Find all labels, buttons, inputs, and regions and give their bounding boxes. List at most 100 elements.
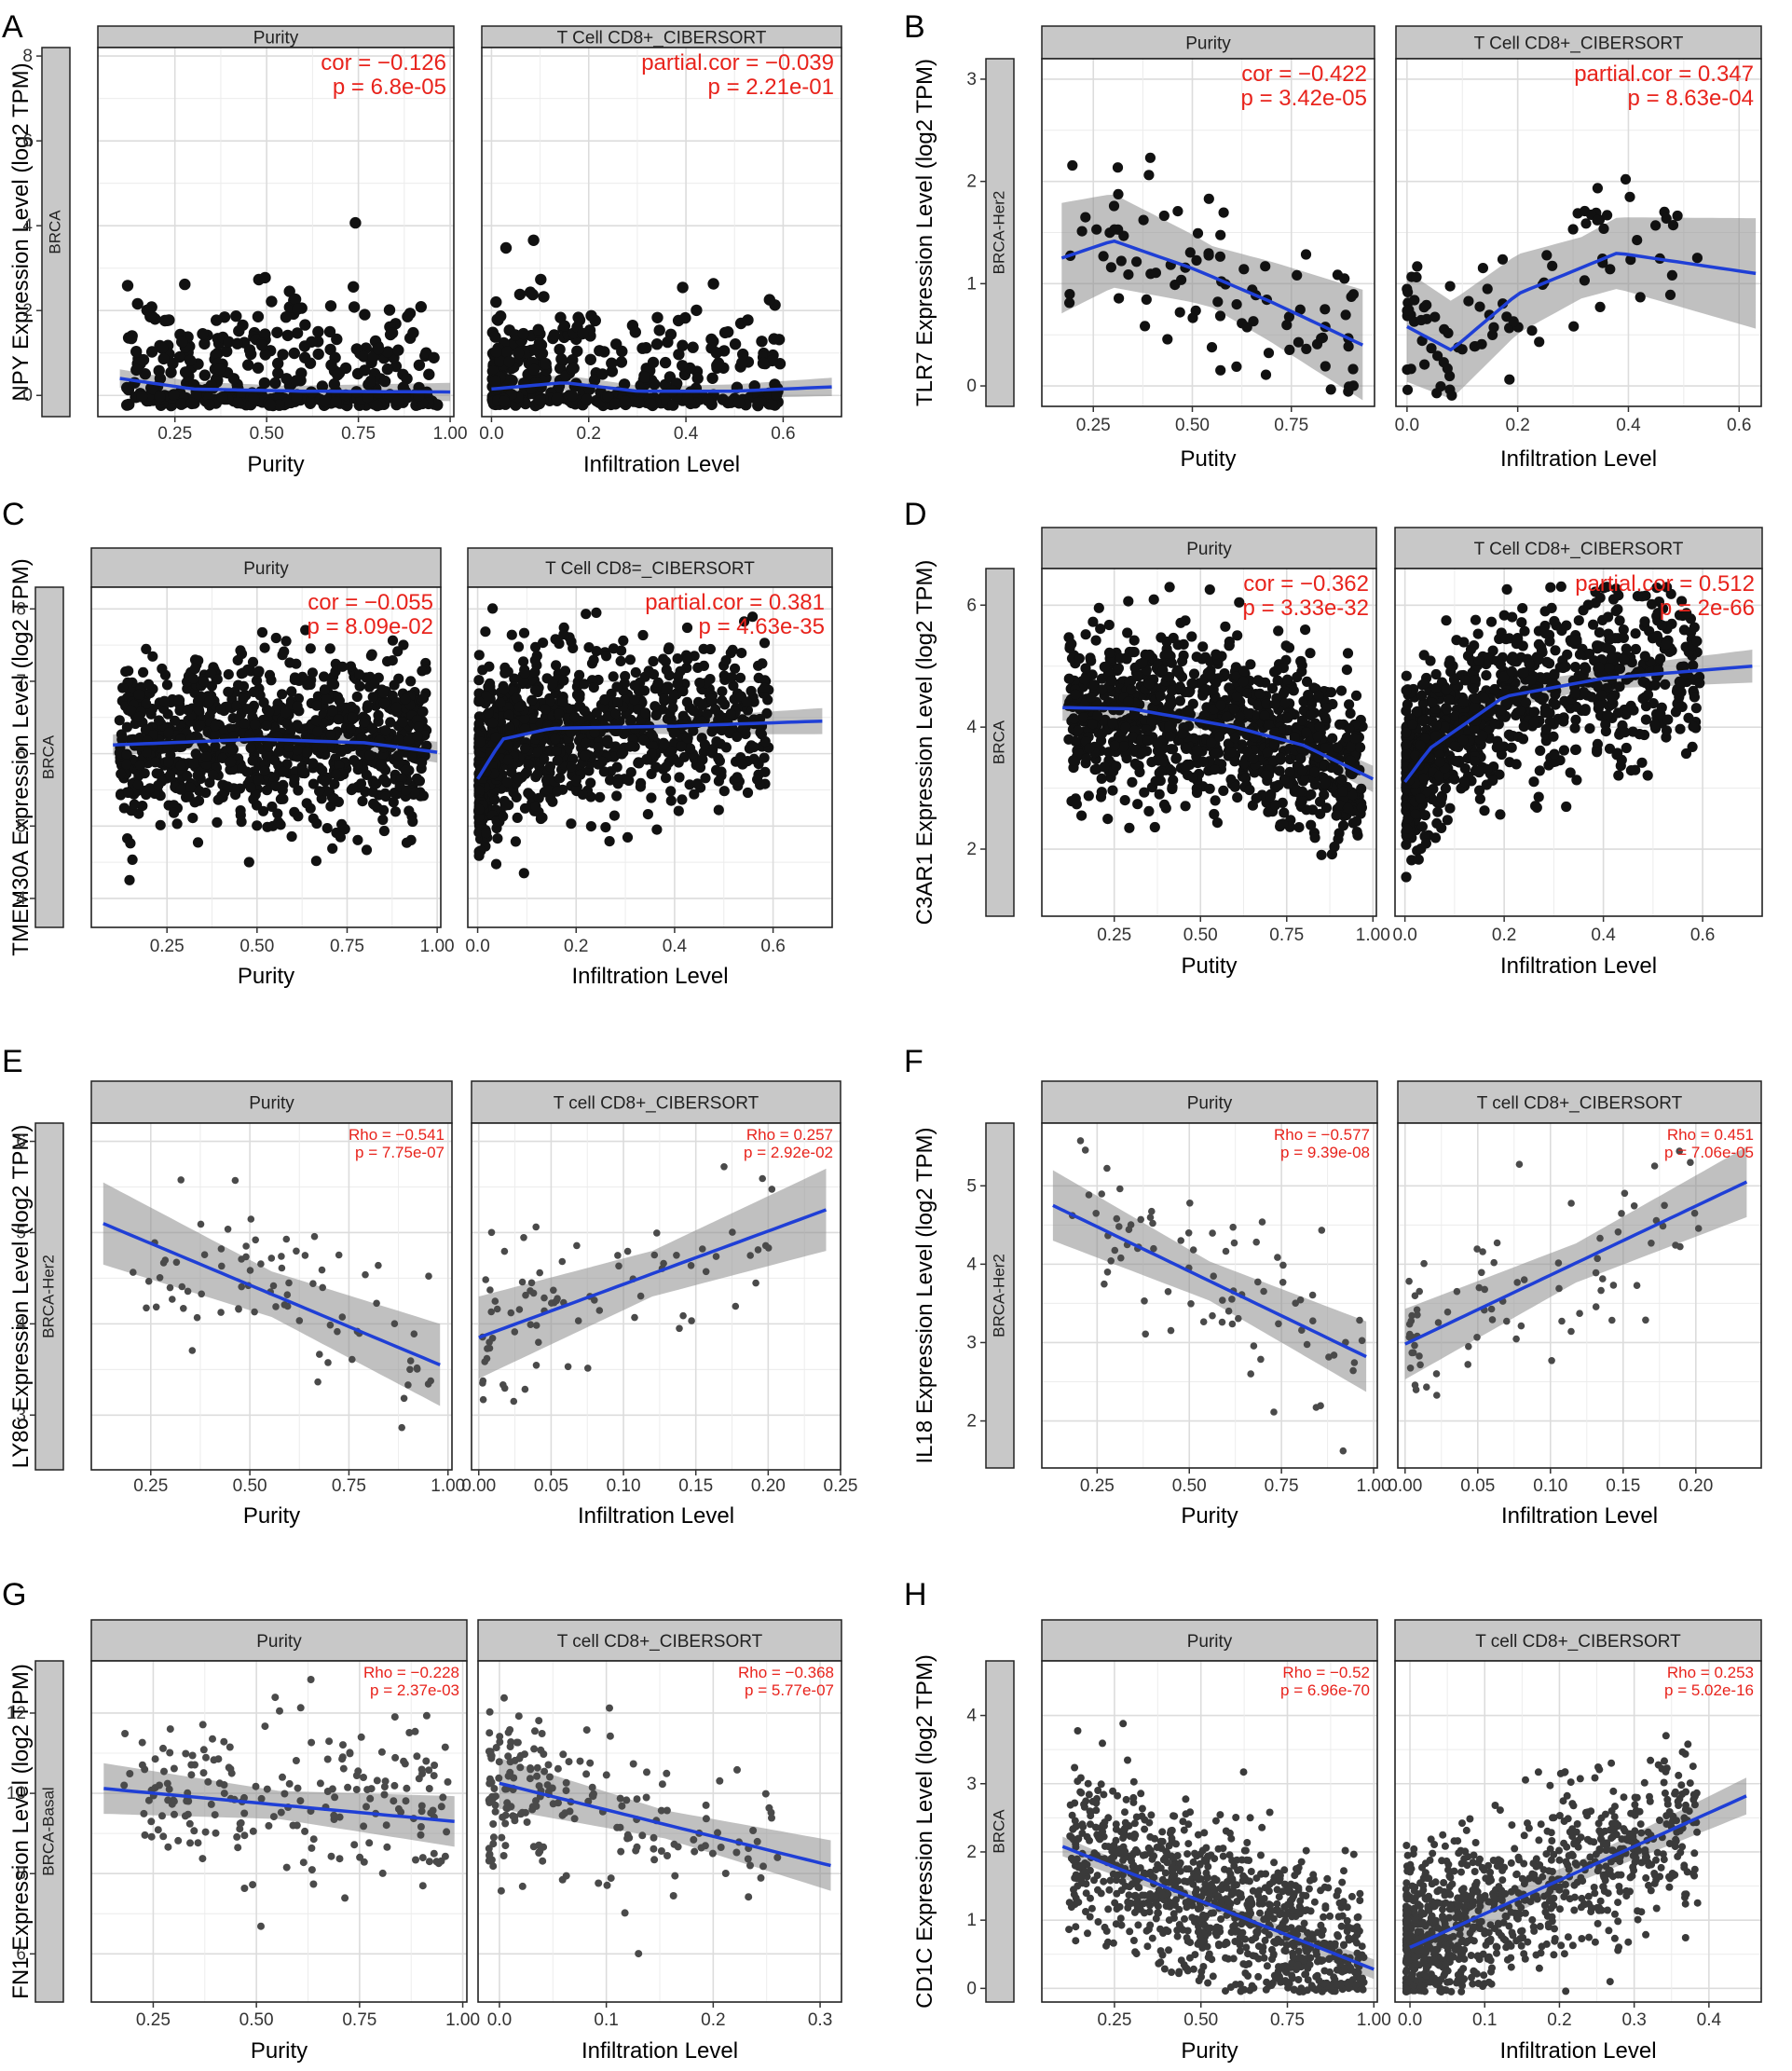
data-point <box>1288 685 1299 696</box>
data-point <box>1667 220 1679 231</box>
facet-title: Purity <box>1186 540 1232 559</box>
data-point <box>602 734 613 746</box>
data-point <box>1070 689 1081 700</box>
data-point <box>618 635 629 647</box>
data-point <box>498 811 509 822</box>
data-point <box>659 356 672 369</box>
data-point <box>1113 188 1124 199</box>
data-point <box>530 641 541 652</box>
data-point <box>387 655 398 666</box>
data-point <box>489 794 500 805</box>
data-point <box>1095 624 1106 635</box>
x-tick-label: 1.00 <box>420 937 455 956</box>
data-point <box>263 741 274 752</box>
data-point <box>1497 254 1509 265</box>
data-point <box>248 686 259 698</box>
data-point <box>174 705 185 717</box>
data-point <box>1320 361 1331 372</box>
data-point <box>528 363 540 376</box>
data-point <box>280 311 293 323</box>
data-point <box>1096 773 1107 785</box>
data-point <box>1312 731 1323 742</box>
data-point <box>1331 810 1342 821</box>
data-point <box>1271 665 1282 676</box>
data-point <box>1630 628 1641 639</box>
data-point <box>1340 309 1351 321</box>
data-point <box>1350 690 1362 702</box>
y-tick-label: 1 <box>966 274 977 294</box>
data-point <box>123 665 134 677</box>
facet-title: Purity <box>243 559 289 579</box>
data-point <box>490 858 502 870</box>
data-point <box>280 707 292 719</box>
data-point <box>147 383 159 395</box>
data-point <box>1325 687 1337 698</box>
data-point <box>1215 229 1226 240</box>
data-point <box>519 667 530 679</box>
data-point <box>646 792 657 803</box>
data-point <box>131 297 144 310</box>
data-point <box>223 669 234 680</box>
data-point <box>1320 743 1331 754</box>
data-point <box>138 666 149 679</box>
data-point <box>175 760 186 771</box>
data-point <box>677 360 689 372</box>
data-point <box>1142 735 1154 747</box>
data-point <box>538 291 550 303</box>
trend-line <box>1060 239 1364 347</box>
data-point <box>1166 765 1177 776</box>
data-point <box>121 748 132 760</box>
data-point <box>1568 321 1580 332</box>
data-point <box>1164 720 1175 733</box>
data-point <box>215 704 226 715</box>
facet-title: T Cell CD8+_CIBERSORT <box>557 29 767 48</box>
data-point <box>1327 733 1338 744</box>
y-tick-label: 2 <box>966 840 977 859</box>
data-point <box>585 777 596 789</box>
data-point <box>711 764 722 775</box>
data-point <box>271 326 283 338</box>
data-point <box>409 787 420 798</box>
data-point <box>519 713 530 725</box>
data-point <box>523 788 534 799</box>
data-point <box>1470 614 1482 625</box>
data-point <box>208 769 219 781</box>
data-point <box>269 755 280 766</box>
data-point <box>423 368 435 380</box>
data-point <box>417 693 430 704</box>
confidence-band <box>1406 217 1757 399</box>
data-point <box>588 374 601 386</box>
data-point <box>297 765 308 776</box>
data-point <box>165 366 177 378</box>
data-point <box>273 390 285 403</box>
data-point <box>490 346 502 358</box>
data-point <box>286 830 297 843</box>
x-tick-label: 1.00 <box>433 424 468 444</box>
data-point <box>1123 596 1134 607</box>
trend-line <box>476 719 823 780</box>
data-point <box>1099 761 1110 773</box>
data-point <box>520 768 531 779</box>
y-tick-label: 6 <box>966 596 977 615</box>
data-point <box>1341 665 1352 676</box>
data-point <box>527 713 539 724</box>
data-point <box>644 398 657 410</box>
data-point <box>1443 327 1454 338</box>
data-point <box>1231 361 1242 372</box>
data-point <box>252 820 263 831</box>
data-point <box>428 351 440 363</box>
data-point <box>591 707 602 719</box>
data-point <box>337 661 349 672</box>
plot-border <box>1041 58 1375 407</box>
data-point <box>378 825 390 837</box>
data-point <box>702 708 713 720</box>
data-point <box>598 766 609 777</box>
data-point <box>1635 292 1646 303</box>
data-point <box>1260 369 1272 380</box>
data-point <box>1150 267 1161 279</box>
data-point <box>1625 254 1636 266</box>
data-point <box>612 778 623 789</box>
data-point <box>1083 790 1094 802</box>
